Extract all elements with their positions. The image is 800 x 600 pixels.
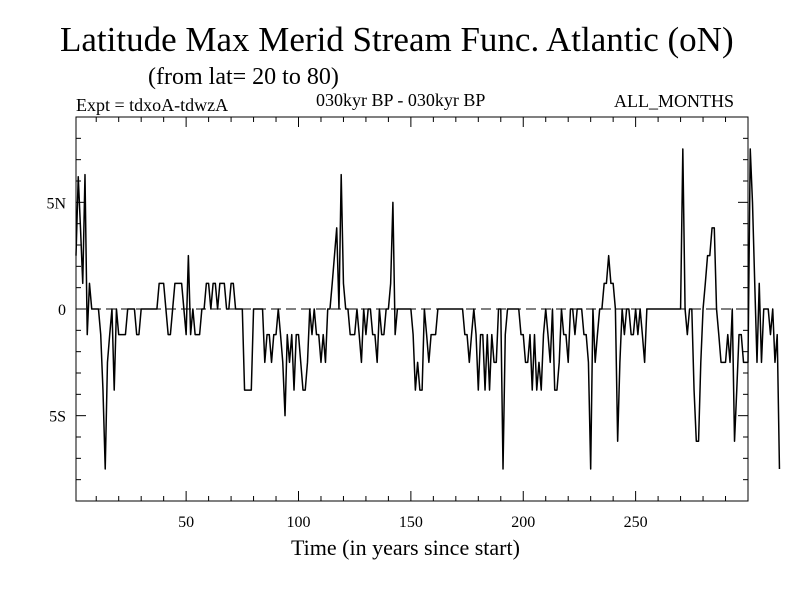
x-tick-label: 250 <box>624 514 648 531</box>
series-line <box>75 148 781 470</box>
x-tick-label: 200 <box>511 514 535 531</box>
x-tick-label: 150 <box>399 514 423 531</box>
chart-title: Latitude Max Merid Stream Func. Atlantic… <box>60 20 734 59</box>
y-tick-label: 5N <box>46 195 66 212</box>
x-axis-label: Time (in years since start) <box>291 535 520 560</box>
y-tick-label: 5S <box>49 409 66 426</box>
experiment-label: Expt = tdxoA-tdwzA <box>76 95 229 115</box>
chart-subtitle: (from lat= 20 to 80) <box>148 64 339 90</box>
x-tick-label: 100 <box>287 514 311 531</box>
x-tick-label: 50 <box>178 514 194 531</box>
axis-tick-labels: 50 100 150 200 250 5N 0 5S <box>46 195 647 531</box>
period-label: 030kyr BP - 030kyr BP <box>316 90 486 110</box>
months-label: ALL_MONTHS <box>614 91 734 111</box>
y-tick-label: 0 <box>58 302 66 319</box>
